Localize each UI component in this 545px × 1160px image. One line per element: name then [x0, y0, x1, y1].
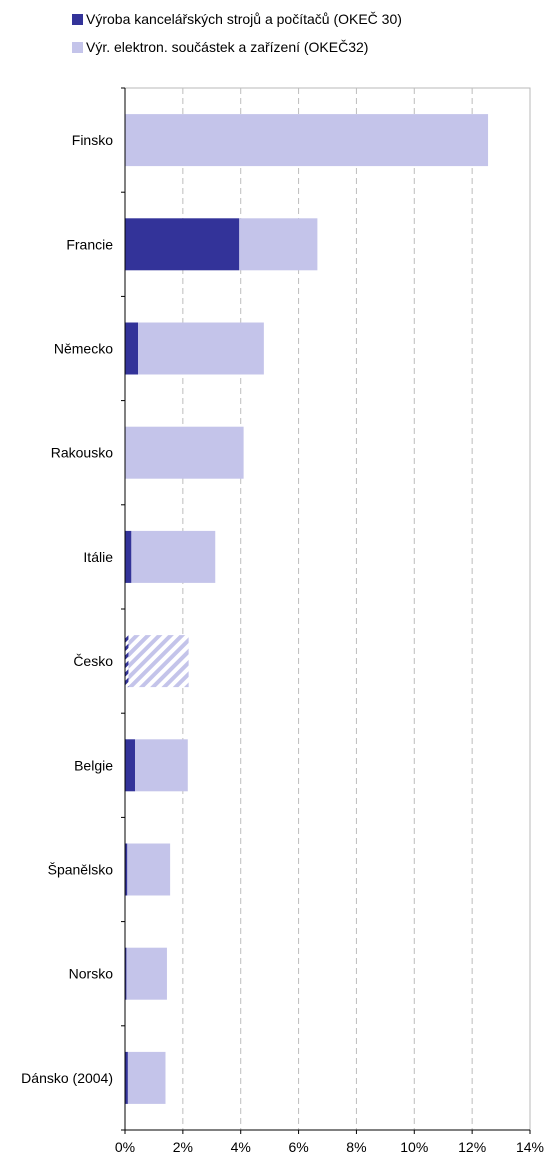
x-tick-label: 8% [346, 1139, 366, 1155]
category-label: Španělsko [48, 862, 114, 878]
bar-okec32-1 [239, 218, 318, 271]
category-label: Francie [66, 236, 113, 252]
bar-okec32-3 [125, 426, 244, 479]
bar-okec32-2 [138, 322, 264, 375]
x-tick-label: 12% [458, 1139, 486, 1155]
bar-okec30-6 [125, 739, 136, 792]
x-tick-label: 0% [115, 1139, 135, 1155]
bar-okec32-0 [125, 114, 489, 167]
x-tick-label: 4% [231, 1139, 251, 1155]
bar-okec30-2 [125, 322, 139, 375]
legend-item-okec32: Výr. elektron. součástek a zařízení (OKE… [72, 36, 402, 58]
labels: 0% 2% 4% 6% 8% 10% 12% 14% Finsko Francie Německo R… [21, 132, 544, 1155]
x-tick-label: 6% [288, 1139, 308, 1155]
legend-label-okec32: Výr. elektron. součástek a zařízení (OKE… [86, 39, 369, 55]
category-label: Dánsko (2004) [21, 1070, 113, 1086]
bar-okec30-1 [125, 218, 240, 271]
bar-okec32-8 [126, 947, 167, 1000]
bar-okec32-5 [128, 635, 189, 688]
category-label: Česko [73, 653, 113, 669]
x-tick-label: 2% [173, 1139, 193, 1155]
axes [121, 87, 531, 1134]
bar-okec32-9 [127, 1051, 166, 1104]
bar-okec32-4 [131, 530, 216, 583]
x-tick-label: 14% [516, 1139, 544, 1155]
bar-okec30-5 [125, 635, 129, 688]
bar-okec32-7 [127, 843, 171, 896]
legend-label-okec30: Výroba kancelářských strojů a počítačů (… [86, 11, 402, 27]
bars [125, 114, 489, 1104]
legend-swatch-okec32 [72, 41, 83, 53]
category-label: Belgie [74, 757, 113, 773]
category-label: Německo [54, 341, 113, 357]
category-label: Norsko [69, 966, 114, 982]
bar-okec30-9 [125, 1051, 128, 1104]
legend-swatch-okec30 [72, 13, 83, 25]
x-tick-label: 10% [400, 1139, 428, 1155]
category-label: Itálie [83, 549, 113, 565]
legend-item-okec30: Výroba kancelářských strojů a počítačů (… [72, 8, 402, 30]
legend: Výroba kancelářských strojů a počítačů (… [72, 8, 402, 64]
bar-okec32-6 [135, 739, 188, 792]
bar-okec30-8 [125, 947, 127, 1000]
category-label: Rakousko [51, 445, 113, 461]
bar-okec30-7 [125, 843, 128, 896]
bar-okec30-4 [125, 530, 132, 583]
category-label: Finsko [72, 132, 113, 148]
